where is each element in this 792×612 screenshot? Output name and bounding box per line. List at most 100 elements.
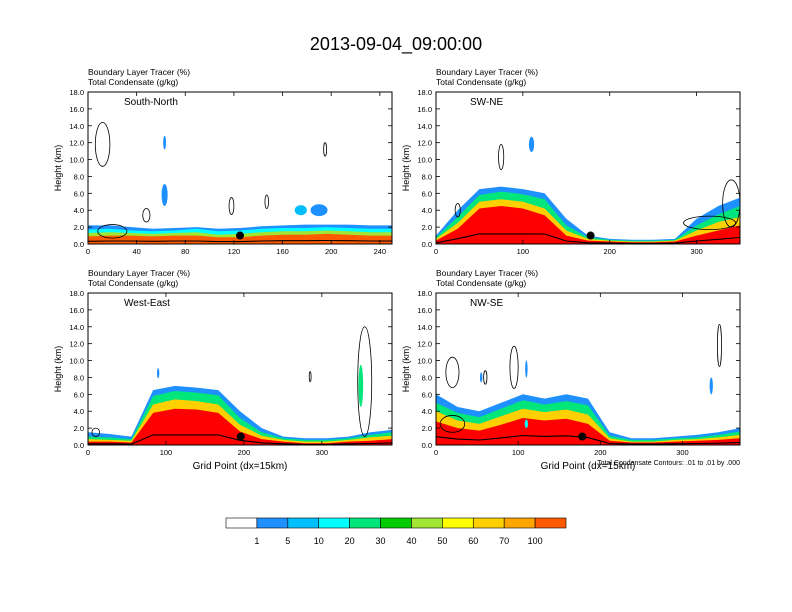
colorbar-swatch [472, 517, 505, 529]
y-tick-label: 6.0 [422, 390, 432, 399]
colorbar-label: 70 [499, 536, 509, 546]
y-tick-label: 18.0 [417, 88, 432, 97]
location-marker [236, 231, 244, 240]
condensate-contour-5 [97, 224, 128, 239]
y-tick-label: 6.0 [74, 189, 84, 198]
condensate-contour-1 [228, 197, 235, 215]
y-tick-label: 6.0 [422, 189, 432, 198]
panel-label: West-East [124, 298, 170, 309]
x-tick-label: 100 [160, 448, 173, 457]
condensate-contour-3 [454, 203, 461, 218]
condensate-contour-2 [483, 370, 488, 385]
panel-subtitle-condensate: Total Condensate (g/kg) [436, 278, 526, 288]
panel-subtitle-tracer: Boundary Layer Tracer (%) [88, 67, 190, 77]
y-tick-label: 10.0 [69, 156, 84, 165]
y-tick-label: 14.0 [417, 323, 432, 332]
colorbar-label: 10 [314, 536, 324, 546]
y-tick-label: 14.0 [417, 122, 432, 131]
condensate-contour-2 [683, 215, 737, 231]
x-tick-label: 100 [512, 448, 525, 457]
y-tick-label: 0.0 [74, 240, 84, 249]
panel-west-east: Boundary Layer Tracer (%)Total Condensat… [53, 268, 393, 472]
y-tick-label: 0.0 [422, 441, 432, 450]
condensate-contour-0 [498, 143, 505, 171]
y-tick-label: 2.0 [74, 424, 84, 433]
plot-frame [87, 91, 393, 245]
colorbar-label: 1 [254, 536, 259, 546]
y-tick-label: 2.0 [422, 223, 432, 232]
plot-area [436, 323, 740, 445]
colorbar-swatch [442, 517, 474, 529]
panel-label: SW-NE [470, 97, 503, 108]
terrain-line [436, 233, 740, 244]
colorbar-swatch [411, 517, 443, 529]
y-axis-label: Height (km) [401, 346, 411, 393]
y-tick-label: 4.0 [422, 206, 432, 215]
x-tick-label: 240 [374, 247, 387, 256]
x-tick-label: 200 [603, 247, 616, 256]
plot-frame [435, 292, 741, 446]
y-tick-label: 10.0 [69, 357, 84, 366]
colorbar-label: 100 [528, 536, 543, 546]
terrain-line [436, 434, 740, 445]
y-tick-label: 2.0 [422, 424, 432, 433]
tracer-blob-0 [525, 360, 528, 378]
condensate-contour-1 [308, 371, 312, 383]
x-tick-label: 120 [228, 247, 241, 256]
tracer-blob-2 [524, 419, 529, 429]
panel-nw-se: Boundary Layer Tracer (%)Total Condensat… [401, 268, 741, 472]
panel-label: NW-SE [470, 298, 503, 309]
location-marker [578, 432, 587, 441]
x-tick-label: 300 [316, 448, 329, 457]
tracer-band-3 [88, 408, 392, 445]
y-tick-label: 16.0 [69, 306, 84, 315]
colorbar-swatch [349, 517, 381, 529]
y-tick-label: 18.0 [69, 88, 84, 97]
condensate-contour-0 [357, 326, 373, 437]
x-tick-label: 0 [86, 247, 90, 256]
y-tick-label: 10.0 [417, 156, 432, 165]
condensate-contour-2 [264, 194, 269, 209]
y-tick-label: 14.0 [69, 122, 84, 131]
colorbar-swatch [380, 517, 412, 529]
x-tick-label: 40 [132, 247, 140, 256]
colorbar-swatch [534, 517, 567, 529]
condensate-contour-3 [323, 142, 327, 157]
y-tick-label: 12.0 [417, 139, 432, 148]
x-tick-label: 300 [690, 247, 703, 256]
colorbar-swatch [256, 517, 289, 529]
x-tick-label: 0 [434, 448, 438, 457]
y-tick-label: 18.0 [69, 289, 84, 298]
plot-area [436, 136, 740, 244]
panel-label: South-North [124, 97, 178, 108]
panel-south-north: Boundary Layer Tracer (%)Total Condensat… [53, 67, 393, 256]
colorbar-label: 50 [437, 536, 447, 546]
figure-title: 2013-09-04_09:00:00 [310, 34, 482, 55]
panel-subtitle-condensate: Total Condensate (g/kg) [88, 77, 178, 87]
colorbar-swatch [225, 517, 258, 529]
y-tick-label: 2.0 [74, 223, 84, 232]
plot-area [88, 326, 392, 445]
y-tick-label: 4.0 [422, 407, 432, 416]
y-tick-label: 0.0 [74, 441, 84, 450]
colorbar-label: 60 [468, 536, 478, 546]
x-tick-label: 300 [676, 448, 689, 457]
y-tick-label: 0.0 [422, 240, 432, 249]
x-tick-label: 0 [86, 448, 90, 457]
colorbar-label: 30 [376, 536, 386, 546]
tracer-blob-1 [156, 368, 160, 379]
tracer-blob-0 [528, 136, 535, 152]
condensate-contour-3 [717, 323, 722, 367]
y-tick-label: 8.0 [74, 172, 84, 181]
condensate-contour-2 [91, 427, 101, 437]
y-tick-label: 8.0 [74, 373, 84, 382]
y-tick-label: 6.0 [74, 390, 84, 399]
panel-subtitle-condensate: Total Condensate (g/kg) [436, 77, 526, 87]
panel-subtitle-tracer: Boundary Layer Tracer (%) [436, 67, 538, 77]
plot-frame [87, 292, 393, 446]
tracer-blob-3 [294, 205, 307, 216]
y-tick-label: 16.0 [69, 105, 84, 114]
y-tick-label: 4.0 [74, 206, 84, 215]
colorbar-swatch [503, 517, 536, 529]
